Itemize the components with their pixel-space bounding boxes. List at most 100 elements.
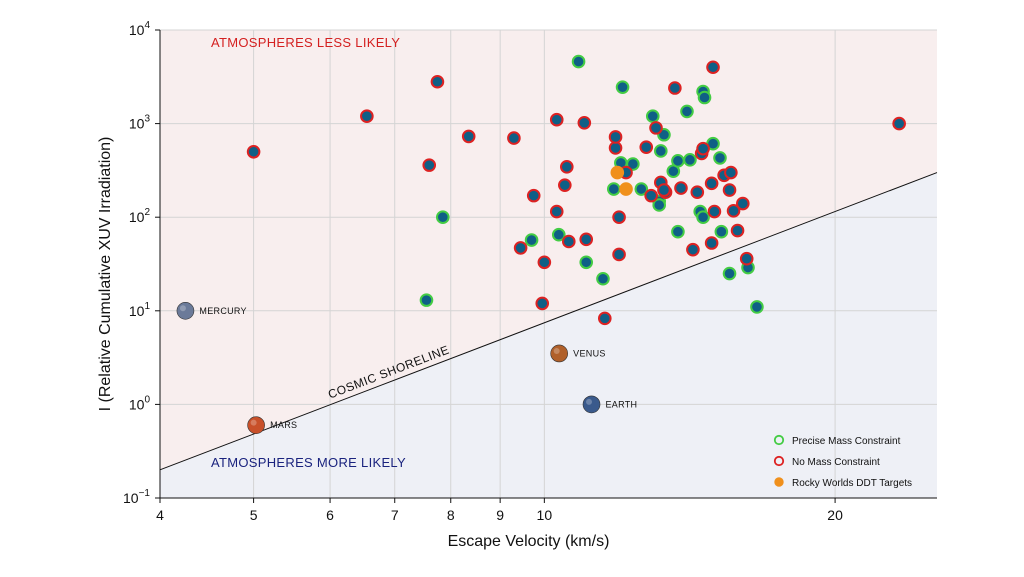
data-point xyxy=(619,182,633,196)
planet-label: VENUS xyxy=(573,348,606,358)
data-point xyxy=(608,141,623,155)
legend-marker xyxy=(773,434,785,446)
y-tick-label: 10−1 xyxy=(123,488,150,506)
data-point xyxy=(461,129,476,144)
planet-mars: MARS xyxy=(247,416,297,434)
data-point xyxy=(674,181,688,195)
data-point xyxy=(736,196,750,211)
x-tick-label: 6 xyxy=(326,507,334,523)
data-point xyxy=(507,131,521,145)
data-point xyxy=(615,80,630,94)
legend-label: No Mass Constraint xyxy=(792,457,880,468)
upper-region xyxy=(160,30,937,470)
planet-label: MARS xyxy=(270,420,297,430)
data-point xyxy=(597,311,612,326)
data-point xyxy=(513,241,528,255)
shoreline-line xyxy=(159,172,938,471)
y-tick-label: 101 xyxy=(129,301,151,319)
data-point xyxy=(422,158,437,172)
planet-venus: VENUS xyxy=(550,344,606,363)
data-point xyxy=(608,130,623,144)
planet-highlight xyxy=(553,347,560,354)
data-point xyxy=(657,183,671,197)
data-point xyxy=(551,227,566,242)
data-point xyxy=(722,266,737,281)
data-point xyxy=(561,234,576,249)
data-point xyxy=(526,188,541,203)
data-point xyxy=(668,81,682,95)
data-point xyxy=(671,224,685,239)
lower-region-label: ATMOSPHERES MORE LIKELY xyxy=(211,455,406,470)
data-point xyxy=(730,223,745,238)
data-point xyxy=(596,271,610,286)
data-point xyxy=(610,165,625,180)
data-point xyxy=(612,210,626,224)
data-point xyxy=(722,183,737,197)
data-point xyxy=(246,144,261,159)
y-tick-label: 100 xyxy=(129,394,151,412)
y-tick-label: 102 xyxy=(129,207,151,225)
data-point xyxy=(706,60,720,75)
x-axis-title: Escape Velocity (km/s) xyxy=(448,533,610,550)
x-tick-label: 10 xyxy=(537,507,553,523)
x-tick-label: 7 xyxy=(391,507,399,523)
data-point xyxy=(639,140,654,154)
data-point xyxy=(671,154,685,168)
planet-highlight xyxy=(250,419,257,426)
planet-label: EARTH xyxy=(606,399,638,409)
data-point xyxy=(707,204,722,219)
data-point xyxy=(606,182,621,196)
x-tick-label: 8 xyxy=(447,507,455,523)
data-point xyxy=(645,109,660,123)
data-point xyxy=(524,233,539,247)
data-point xyxy=(579,232,594,247)
region-labels: ATMOSPHERES LESS LIKELY ATMOSPHERES MORE… xyxy=(211,35,406,470)
planet-label: MERCURY xyxy=(199,306,246,316)
data-point xyxy=(430,74,445,89)
x-tick-label: 5 xyxy=(250,507,258,523)
data-point xyxy=(634,182,649,196)
legend-marker xyxy=(774,477,784,487)
data-point xyxy=(558,178,572,192)
data-point xyxy=(654,144,668,158)
data-point xyxy=(697,90,712,105)
data-point xyxy=(652,198,667,212)
planet-earth: EARTH xyxy=(582,395,638,414)
legend-label: Precise Mass Constraint xyxy=(792,436,901,447)
planet-marker xyxy=(176,301,195,320)
data-point xyxy=(704,176,719,191)
data-point xyxy=(724,165,738,180)
data-point xyxy=(644,188,658,203)
solar-system-planets: MERCURY MARS VENUS EARTH xyxy=(176,301,638,434)
data-points xyxy=(246,54,906,326)
y-tick-label: 103 xyxy=(129,114,151,132)
x-tick-label: 20 xyxy=(827,507,843,523)
data-point xyxy=(739,251,754,266)
data-point xyxy=(577,115,592,130)
legend-marker xyxy=(773,455,785,467)
data-point xyxy=(612,247,626,262)
data-point xyxy=(696,141,710,156)
data-point xyxy=(649,121,663,135)
data-point xyxy=(686,242,700,257)
legend: Precise Mass Constraint No Mass Constrain… xyxy=(773,434,912,489)
data-point xyxy=(750,300,764,314)
data-point xyxy=(683,153,697,167)
data-point xyxy=(549,204,564,219)
planet-marker xyxy=(582,395,601,414)
upper-region-label: ATMOSPHERES LESS LIKELY xyxy=(211,35,400,50)
planet-marker xyxy=(247,416,265,434)
y-tick-label: 104 xyxy=(129,20,151,38)
data-point xyxy=(419,293,434,307)
data-point xyxy=(713,151,727,165)
data-point xyxy=(579,255,594,270)
data-point xyxy=(892,116,906,131)
data-point xyxy=(535,296,550,311)
data-point xyxy=(571,54,586,69)
data-point xyxy=(696,210,710,224)
data-point xyxy=(537,255,552,270)
planet-highlight xyxy=(586,398,593,405)
data-point xyxy=(560,160,574,174)
data-point xyxy=(360,109,374,123)
